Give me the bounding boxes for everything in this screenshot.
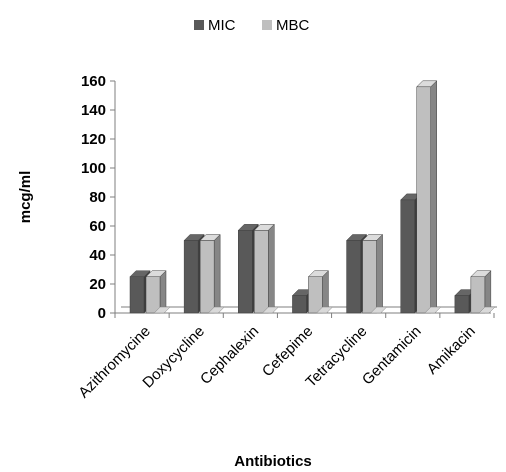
y-tick-label: 60 [89,218,106,235]
legend-label-mbc: MBC [276,17,310,34]
bar-front [199,240,215,314]
x-tick-label: Amikacin [424,323,479,378]
x-tick-label: Gentamicin [359,323,425,389]
floor-slab [261,306,280,314]
y-tick-label: 160 [81,73,106,90]
y-tick-label: 20 [89,276,106,293]
bar-front [308,276,323,314]
legend-swatch-mbc [262,20,272,30]
bar-side [268,223,275,314]
bar-side [430,80,437,314]
floor-slab [207,306,225,314]
x-tick-label: Cephalexin [197,323,262,388]
bar-front [454,295,470,314]
bar-side [376,233,383,314]
bar-side [484,270,492,314]
bar-front [238,230,253,314]
bar-front [129,276,145,314]
bar-front [416,86,431,314]
x-axis-title: Antibiotics [234,453,312,470]
bar-front [400,199,415,314]
bar-mbc-doxycycline [199,233,221,314]
x-tick-label: Cefepime [259,323,316,380]
bar-front [470,276,486,314]
y-tick-label: 120 [81,131,106,148]
floor-slab [370,306,388,314]
bar-front [362,240,377,314]
floor-slab [153,306,171,314]
bar-mbc-gentamicin [416,80,438,314]
floor-slab [315,306,334,314]
x-tick-label: Azithromycine [75,323,154,402]
axes [110,80,497,318]
y-tick-label: 140 [81,102,106,119]
y-axis-title: mcg/ml [17,171,34,224]
bar-side [159,270,167,314]
floor-slab [424,306,442,314]
bar-side [322,270,329,314]
y-tick-label: 100 [81,160,106,177]
bar-mbc-cephalexin [253,223,275,314]
bar-side [213,233,221,314]
bar-mbc-tetracycline [361,233,384,314]
legend-swatch-mic [194,20,204,30]
bar-mbc-cefepime [307,270,330,314]
chart-legend: MIC MBC [194,17,310,34]
y-tick-label: 0 [98,305,106,322]
bars [129,80,496,314]
y-tick-label: 40 [89,247,106,264]
y-tick-label: 80 [89,189,106,206]
bar-front [183,240,199,314]
bar-front [254,230,269,314]
bar-front [346,240,361,314]
bar-front [145,276,161,314]
bar-front [292,295,307,314]
bar-mbc-amikacin [470,270,492,314]
bar-mbc-azithromycine [145,270,167,314]
legend-label-mic: MIC [208,17,236,34]
floor-slab [478,306,496,314]
